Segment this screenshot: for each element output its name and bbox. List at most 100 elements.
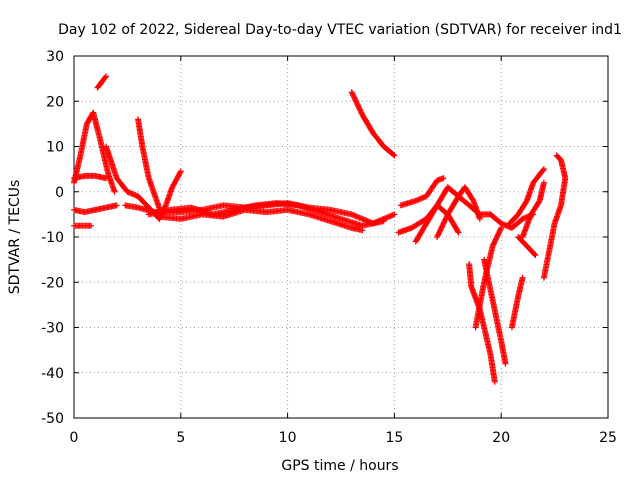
data-point bbox=[102, 74, 109, 81]
series-early-low bbox=[71, 222, 95, 229]
data-point bbox=[349, 91, 356, 98]
data-point bbox=[348, 89, 355, 96]
x-tick-label: 5 bbox=[176, 430, 185, 446]
data-point bbox=[454, 228, 461, 235]
chart-title: Day 102 of 2022, Sidereal Day-to-day VTE… bbox=[58, 22, 622, 38]
series-early-flat bbox=[71, 202, 120, 216]
data-point bbox=[353, 99, 360, 106]
grid bbox=[74, 56, 608, 418]
series-arc-13h bbox=[348, 89, 398, 159]
data-point bbox=[455, 229, 462, 236]
data-point bbox=[391, 152, 398, 159]
data-point bbox=[353, 98, 360, 105]
series-arc-4h bbox=[156, 168, 184, 222]
data-point bbox=[439, 223, 446, 230]
data-point bbox=[442, 215, 449, 222]
data-point bbox=[491, 378, 498, 385]
y-tick-label: 10 bbox=[46, 140, 64, 156]
data-point bbox=[390, 151, 397, 158]
data-point bbox=[531, 251, 538, 258]
data-point bbox=[540, 166, 547, 173]
series-pass-15h-b bbox=[397, 175, 447, 209]
data-point bbox=[434, 234, 441, 240]
data-point bbox=[476, 215, 483, 222]
data-point bbox=[441, 219, 448, 226]
series-arc-3h bbox=[135, 116, 165, 218]
data-point bbox=[436, 228, 443, 235]
data-point bbox=[177, 169, 184, 176]
x-axis-label: GPS time / hours bbox=[281, 458, 398, 474]
series-baseline-band-c bbox=[156, 206, 366, 234]
series-arc-21h bbox=[515, 234, 539, 259]
data-point bbox=[435, 231, 442, 238]
data-point bbox=[554, 153, 561, 160]
data-point bbox=[177, 168, 184, 175]
x-tick-label: 10 bbox=[279, 430, 297, 446]
data-point bbox=[437, 226, 444, 233]
series-early-zero bbox=[71, 172, 110, 182]
data-point bbox=[88, 222, 95, 229]
data-point bbox=[440, 220, 447, 227]
x-tick-label: 15 bbox=[385, 430, 403, 446]
data-point bbox=[523, 199, 530, 206]
y-tick-label: -50 bbox=[41, 411, 64, 427]
data-point bbox=[380, 218, 387, 225]
y-tick-label: -30 bbox=[41, 321, 64, 337]
data-point bbox=[441, 218, 448, 225]
y-tick-label: 20 bbox=[46, 94, 64, 110]
data-point bbox=[354, 102, 361, 109]
x-tick-label: 20 bbox=[492, 430, 510, 446]
series-early-spike bbox=[94, 73, 110, 91]
series-drop-19h bbox=[481, 256, 509, 367]
data-point bbox=[502, 360, 509, 367]
y-tick-label: 30 bbox=[46, 49, 64, 65]
data-point bbox=[553, 152, 560, 159]
data-point bbox=[540, 179, 547, 186]
data-point bbox=[436, 230, 443, 237]
data-point bbox=[391, 211, 398, 218]
series-arc-20h bbox=[506, 166, 547, 227]
data-point bbox=[351, 94, 358, 101]
data-point bbox=[443, 214, 450, 221]
axis-ticks: 0 5 10 15 20 25 -50 -40 -30 -20 -10 0 10 20 30 bbox=[41, 49, 617, 446]
data-point bbox=[540, 167, 547, 174]
data-point bbox=[111, 188, 118, 195]
y-tick-label: 0 bbox=[55, 185, 64, 201]
data-point bbox=[356, 106, 363, 113]
data-point bbox=[535, 199, 542, 206]
data-point bbox=[438, 224, 445, 231]
data-point bbox=[351, 95, 358, 102]
data-point bbox=[113, 202, 120, 209]
y-tick-label: -10 bbox=[41, 230, 64, 246]
y-axis-label: SDTVAR / TECUs bbox=[7, 180, 23, 295]
data-point bbox=[442, 216, 449, 223]
data-points bbox=[71, 73, 569, 385]
data-point bbox=[352, 97, 359, 104]
data-point bbox=[349, 90, 356, 97]
x-tick-label: 25 bbox=[599, 430, 617, 446]
data-point bbox=[350, 93, 357, 100]
data-point bbox=[356, 105, 363, 112]
y-tick-label: -20 bbox=[41, 275, 64, 291]
series-pass-17h bbox=[434, 184, 483, 240]
x-tick-label: 0 bbox=[70, 430, 79, 446]
series-late-right bbox=[540, 152, 569, 281]
data-point bbox=[103, 73, 110, 80]
series-rise-21h bbox=[508, 274, 526, 331]
data-point bbox=[358, 109, 365, 116]
data-point bbox=[519, 274, 526, 281]
data-point bbox=[439, 222, 446, 229]
data-point bbox=[355, 103, 362, 110]
data-point bbox=[469, 196, 476, 203]
data-point bbox=[440, 175, 447, 182]
data-point bbox=[357, 107, 364, 114]
data-point bbox=[498, 224, 505, 231]
data-point bbox=[497, 226, 504, 233]
series-rise-22h bbox=[519, 179, 547, 240]
data-point bbox=[434, 232, 441, 239]
data-point bbox=[354, 101, 361, 108]
series-cross-19h bbox=[472, 224, 505, 331]
data-point bbox=[532, 252, 539, 259]
